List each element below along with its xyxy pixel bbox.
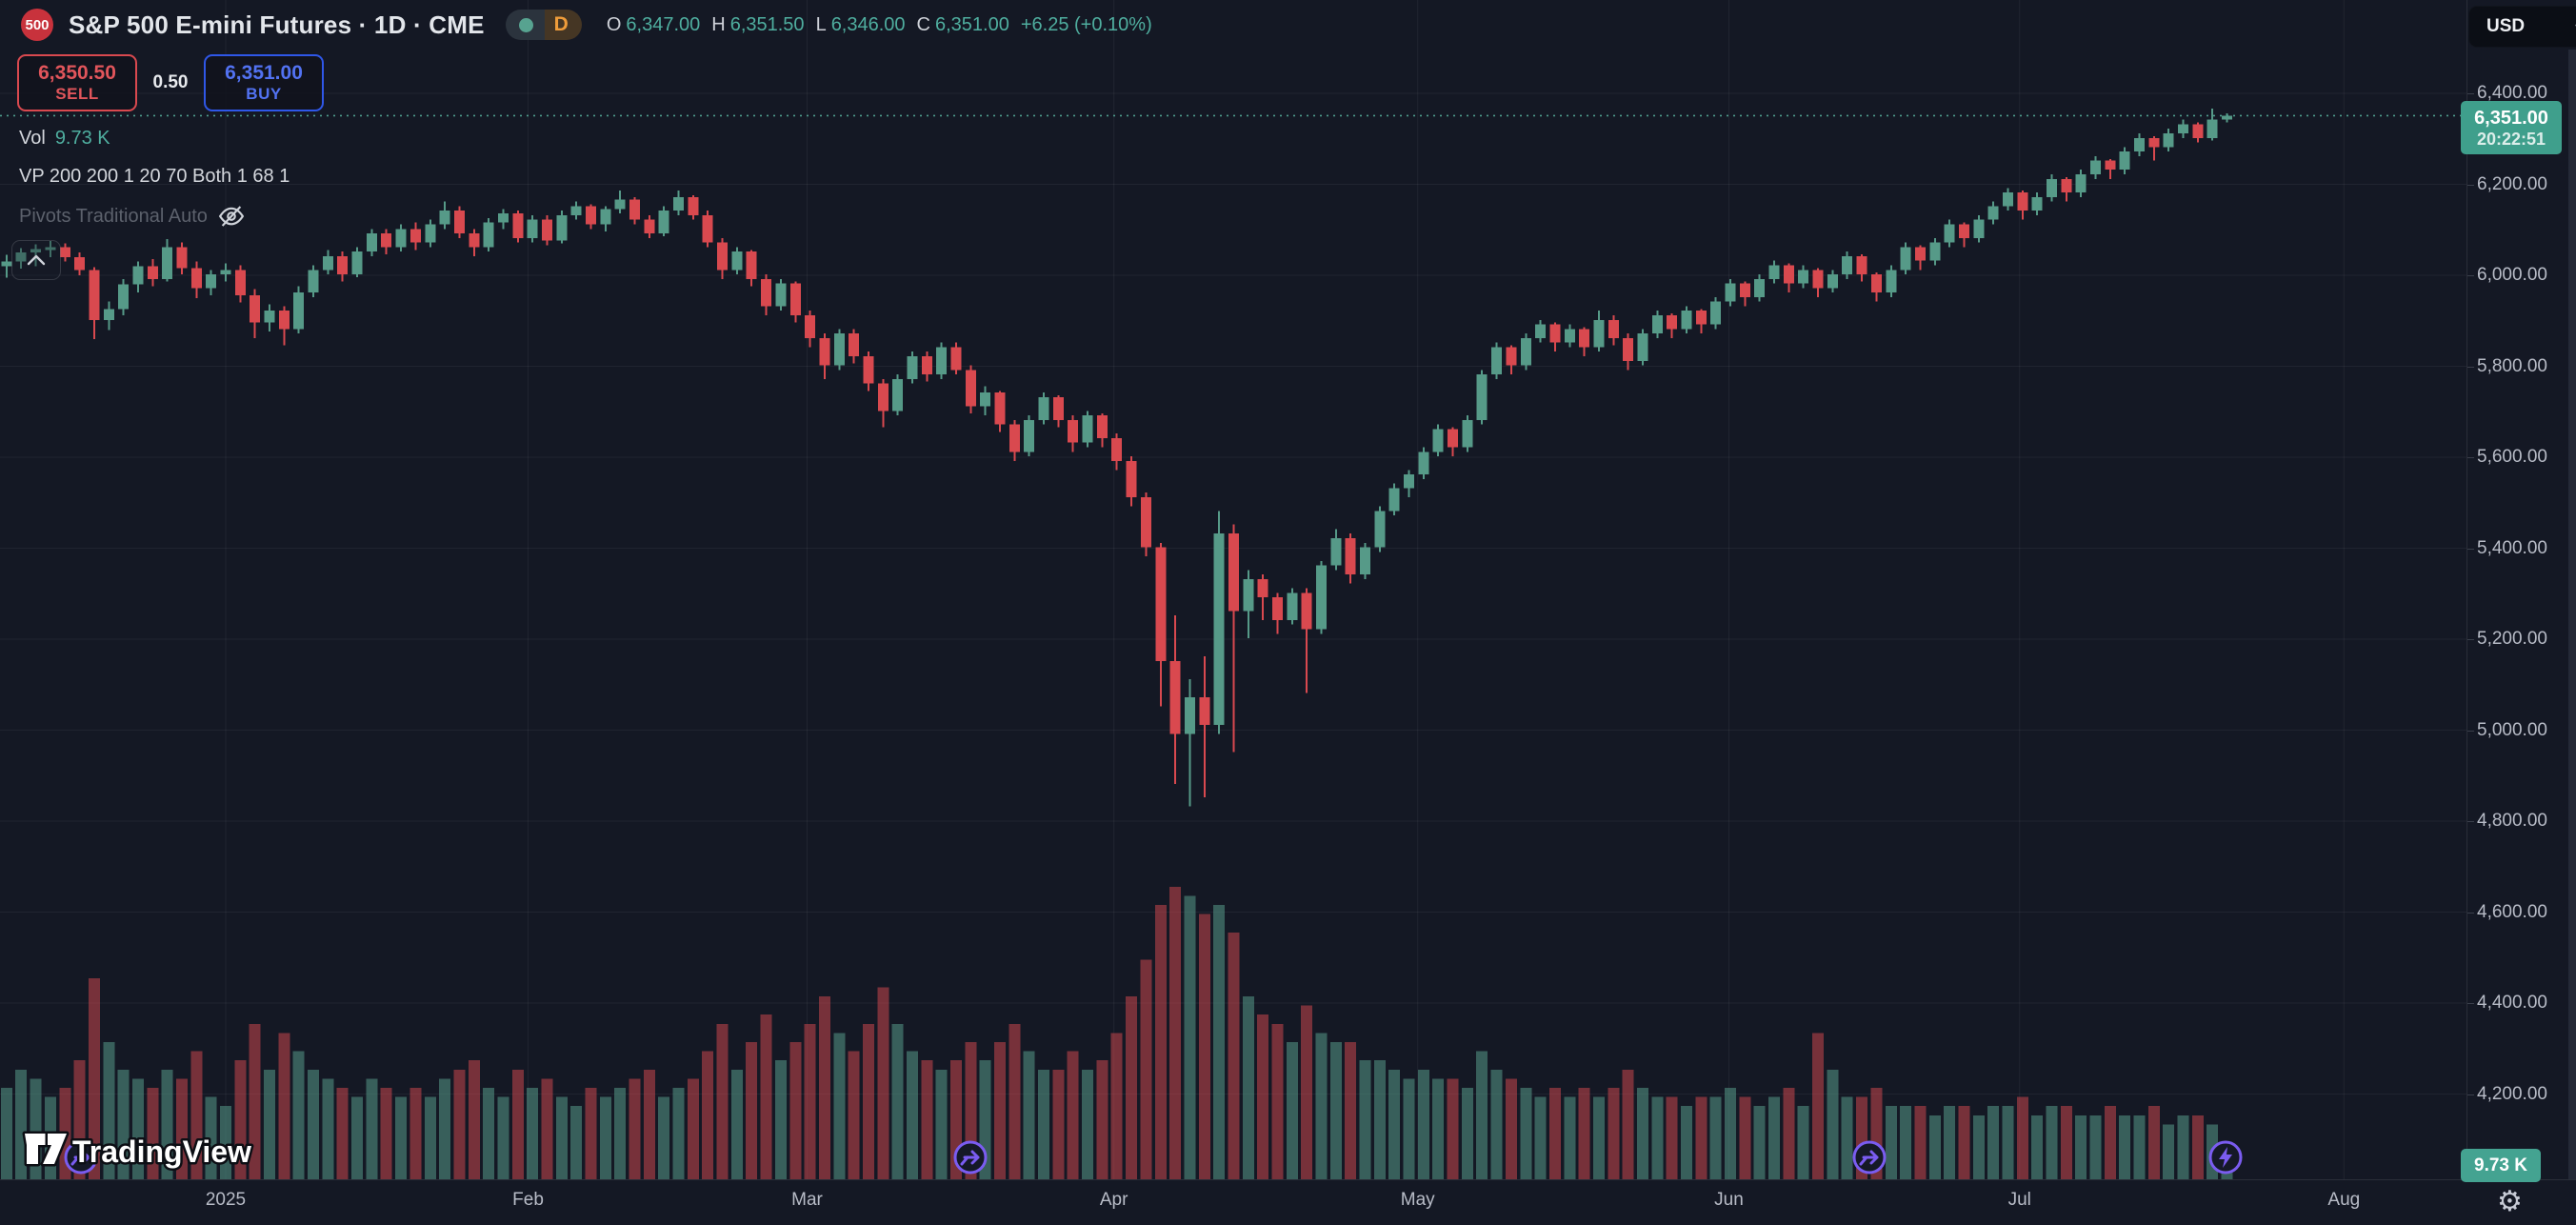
arrow-marker-icon[interactable] [62,1138,100,1176]
eye-slash-icon[interactable] [217,202,246,231]
price-tick-label: 5,200.00 [2477,629,2547,649]
axis-settings-gear-icon[interactable]: ⚙ [2497,1185,2523,1218]
price-tick-label: 5,800.00 [2477,355,2547,376]
currency-selector[interactable]: USD ▾ [2468,6,2576,48]
tradingview-logo-text: TradingView [72,1135,251,1169]
last-price-label: 6,351.00 20:22:51 [2461,101,2562,155]
spread-value: 0.50 [152,72,189,92]
volume-axis-badge: 9.73 K [2461,1149,2541,1182]
price-tick-mark [2467,548,2474,550]
volume-profile-legend-row[interactable]: VP 200 200 1 20 70 Both 1 68 1 [19,166,290,188]
volume-profile-label: VP 200 200 1 20 70 Both 1 68 1 [19,166,290,187]
price-tick-label: 6,000.00 [2477,265,2547,285]
time-tick-label: Apr [1099,1190,1128,1210]
low-label: L [815,13,827,35]
price-tick-mark [2467,821,2474,822]
time-tick-label: Mar [791,1190,823,1210]
change-value: +6.25 (+0.10%) [1020,13,1152,35]
sell-button[interactable]: 6,350.50 SELL [17,54,137,111]
buy-button[interactable]: 6,351.00 BUY [204,54,324,111]
bar-countdown: 20:22:51 [2476,129,2546,149]
symbol-logo-badge[interactable]: 500 [21,9,53,41]
time-tick-label: Aug [2327,1190,2361,1210]
currency-value: USD [2486,16,2526,36]
ohlc-values: O 6,347.00 H 6,351.50 L 6,346.00 C 6,351.00 … [607,14,1152,36]
buy-label: BUY [246,85,282,104]
price-tick-label: 4,600.00 [2477,901,2547,922]
high-label: H [711,13,726,35]
price-tick-mark [2467,457,2474,458]
price-tick-mark [2467,912,2474,914]
volume-bars [0,886,2233,1179]
price-tick-mark [2467,1094,2474,1095]
price-tick-label: 4,400.00 [2477,993,2547,1013]
time-axis[interactable]: 2025 Feb Mar Apr May Jun Jul Aug [0,1179,2576,1225]
time-tick-label: Jul [2007,1190,2031,1210]
price-tick-mark [2467,366,2474,368]
time-tick-label: Feb [512,1190,544,1210]
order-panel: 6,350.50 SELL 0.50 6,351.00 BUY [0,53,324,112]
price-tick-label: 5,600.00 [2477,447,2547,467]
buy-price: 6,351.00 [225,62,303,85]
price-scale-edge [2568,50,2576,1179]
symbol-header: 500 S&P 500 E-mini Futures · 1D · CME D … [0,0,1152,50]
market-status-interval-pill[interactable]: D [505,10,582,40]
pivots-legend-row[interactable]: Pivots Traditional Auto [19,202,246,231]
price-tick-label: 6,200.00 [2477,173,2547,194]
volume-legend-row[interactable]: Vol 9.73 K [19,128,110,150]
price-tick-label: 6,400.00 [2477,83,2547,103]
high-value: 6,351.50 [729,13,805,35]
collapse-legend-button[interactable] [11,240,61,280]
price-axis[interactable]: 6,400.00 6,200.00 6,000.00 5,800.00 5,600.00… [2466,0,2576,1179]
price-tick-mark [2467,730,2474,732]
price-tick-mark [2467,184,2474,186]
price-tick-mark [2467,1003,2474,1004]
price-tick-mark [2467,639,2474,640]
time-tick-label: 2025 [205,1190,247,1210]
symbol-title[interactable]: S&P 500 E-mini Futures · 1D · CME [69,10,485,39]
last-price-value: 6,351.00 [2474,107,2548,129]
volume-legend-label: Vol [19,128,46,149]
pivots-label: Pivots Traditional Auto [19,205,208,227]
candles [1,109,2233,807]
price-tick-mark [2467,275,2474,276]
open-label: O [606,13,622,35]
volume-legend-value: 9.73 K [54,128,110,149]
market-open-dot-icon [518,17,533,32]
arrow-marker-icon[interactable] [951,1138,989,1176]
lightning-marker-icon[interactable] [2207,1138,2245,1176]
price-tick-label: 4,200.00 [2477,1083,2547,1104]
sell-price: 6,350.50 [38,62,116,85]
low-value: 6,346.00 [830,13,906,35]
chevron-down-icon: ▾ [2575,19,2576,35]
close-value: 6,351.00 [935,13,1009,35]
open-value: 6,347.00 [626,13,701,35]
close-label: C [916,13,930,35]
price-tick-label: 4,800.00 [2477,811,2547,831]
price-tick-label: 5,400.00 [2477,537,2547,558]
market-status-dot-wrap [505,10,545,40]
chevron-up-icon [27,254,46,266]
time-tick-label: May [1400,1190,1435,1210]
sell-label: SELL [55,85,99,104]
price-tick-mark [2467,93,2474,94]
arrow-marker-icon[interactable] [1850,1138,1888,1176]
time-tick-label: Jun [1714,1190,1744,1210]
tradingview-logo[interactable]: TradingView [19,1124,333,1182]
price-tick-label: 5,000.00 [2477,719,2547,740]
interval-badge[interactable]: D [544,10,582,40]
